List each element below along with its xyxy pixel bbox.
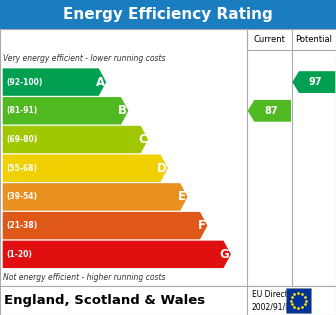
Text: (81-91): (81-91) (7, 106, 38, 115)
Bar (286, 288, 311, 313)
Text: Current: Current (253, 35, 285, 44)
Bar (0, 286, 336, 315)
Text: A: A (96, 76, 105, 89)
Text: F: F (198, 219, 206, 232)
Bar (0, 0, 336, 29)
Polygon shape (3, 183, 188, 211)
Text: Energy Efficiency Rating: Energy Efficiency Rating (63, 7, 273, 22)
Text: C: C (138, 133, 147, 146)
Polygon shape (3, 154, 168, 182)
Text: (69-80): (69-80) (7, 135, 38, 144)
Bar (0, 29, 336, 286)
Text: 87: 87 (264, 106, 278, 116)
Text: Potential: Potential (295, 35, 332, 44)
Polygon shape (292, 71, 335, 93)
Text: England, Scotland & Wales: England, Scotland & Wales (4, 294, 205, 307)
Polygon shape (3, 68, 106, 96)
Polygon shape (3, 212, 207, 239)
Text: 2002/91/EC: 2002/91/EC (252, 302, 296, 312)
Text: E: E (178, 191, 186, 203)
Text: (39-54): (39-54) (7, 192, 38, 201)
Polygon shape (248, 100, 291, 122)
Text: B: B (118, 104, 127, 117)
Text: (55-68): (55-68) (7, 164, 38, 173)
Text: Not energy efficient - higher running costs: Not energy efficient - higher running co… (3, 273, 165, 282)
Text: D: D (157, 162, 167, 175)
Text: G: G (220, 248, 229, 261)
Text: EU Directive: EU Directive (252, 290, 299, 299)
Text: (92-100): (92-100) (7, 77, 43, 87)
Polygon shape (3, 126, 148, 153)
Text: (1-20): (1-20) (7, 250, 33, 259)
Text: Very energy efficient - lower running costs: Very energy efficient - lower running co… (3, 54, 165, 63)
Polygon shape (3, 241, 231, 268)
Text: (21-38): (21-38) (7, 221, 38, 230)
Text: 97: 97 (309, 77, 322, 87)
Polygon shape (3, 97, 128, 124)
Bar (247, 29, 336, 50)
